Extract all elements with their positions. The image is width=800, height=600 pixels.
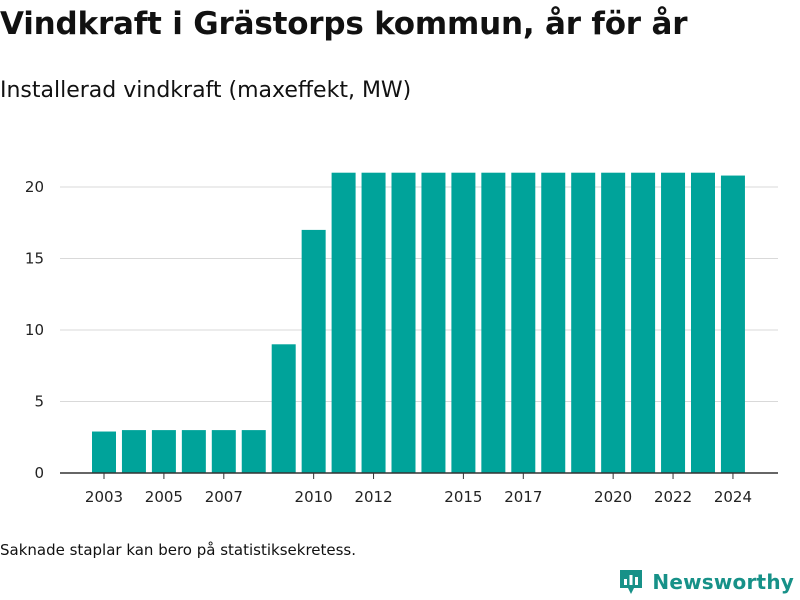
y-tick-label: 5 — [34, 393, 44, 411]
x-tick-label: 2012 — [354, 488, 392, 506]
bar-2015 — [451, 172, 476, 473]
bar-2020 — [601, 172, 626, 473]
x-tick-label: 2024 — [714, 488, 752, 506]
bars — [92, 172, 745, 473]
brand-logo: Newsworthy — [618, 568, 794, 596]
x-tick-label: 2015 — [444, 488, 482, 506]
x-tick-label: 2022 — [654, 488, 692, 506]
bar-2003 — [92, 431, 116, 473]
x-tick-label: 2010 — [295, 488, 333, 506]
x-tick-label: 2003 — [85, 488, 123, 506]
bar-2018 — [541, 172, 566, 473]
bar-2017 — [511, 172, 536, 473]
bar-2022 — [661, 172, 686, 473]
x-tick-label: 2005 — [145, 488, 183, 506]
x-tick-label: 2020 — [594, 488, 632, 506]
bar-2005 — [151, 430, 176, 473]
bar-2013 — [391, 172, 416, 473]
bar-2023 — [691, 172, 715, 473]
bar-2016 — [481, 172, 506, 473]
bar-2006 — [181, 430, 206, 473]
bar-2012 — [361, 172, 386, 473]
bar-2019 — [571, 172, 596, 473]
bar-2021 — [631, 172, 656, 473]
axes: 0 5 10 15 20 2003 2005 2007 2010 2012 2015 2017 2020… — [25, 178, 778, 506]
gridlines — [60, 186, 778, 402]
bar-2008 — [241, 430, 266, 473]
bar-2007 — [211, 430, 236, 473]
chart-subtitle: Installerad vindkraft (maxeffekt, MW) — [0, 78, 412, 103]
x-tick-label: 2017 — [504, 488, 542, 506]
x-tick-label: 2007 — [205, 488, 243, 506]
brand-name: Newsworthy — [652, 570, 794, 594]
y-tick-label: 20 — [25, 178, 44, 196]
footnote: Saknade staplar kan bero på statistiksek… — [0, 541, 357, 559]
y-tick-label: 0 — [34, 464, 44, 482]
y-tick-label: 10 — [25, 321, 44, 339]
bar-2011 — [331, 172, 356, 473]
chart-title: Vindkraft i Grästorps kommun, år för år — [0, 6, 688, 42]
bar-2024 — [720, 175, 745, 473]
y-tick-label: 15 — [25, 250, 44, 268]
newsworthy-logo-icon — [620, 570, 643, 594]
bar-2004 — [121, 430, 146, 473]
bar-2010 — [301, 229, 326, 473]
bar-2014 — [421, 172, 446, 473]
bar-2009 — [271, 344, 296, 473]
